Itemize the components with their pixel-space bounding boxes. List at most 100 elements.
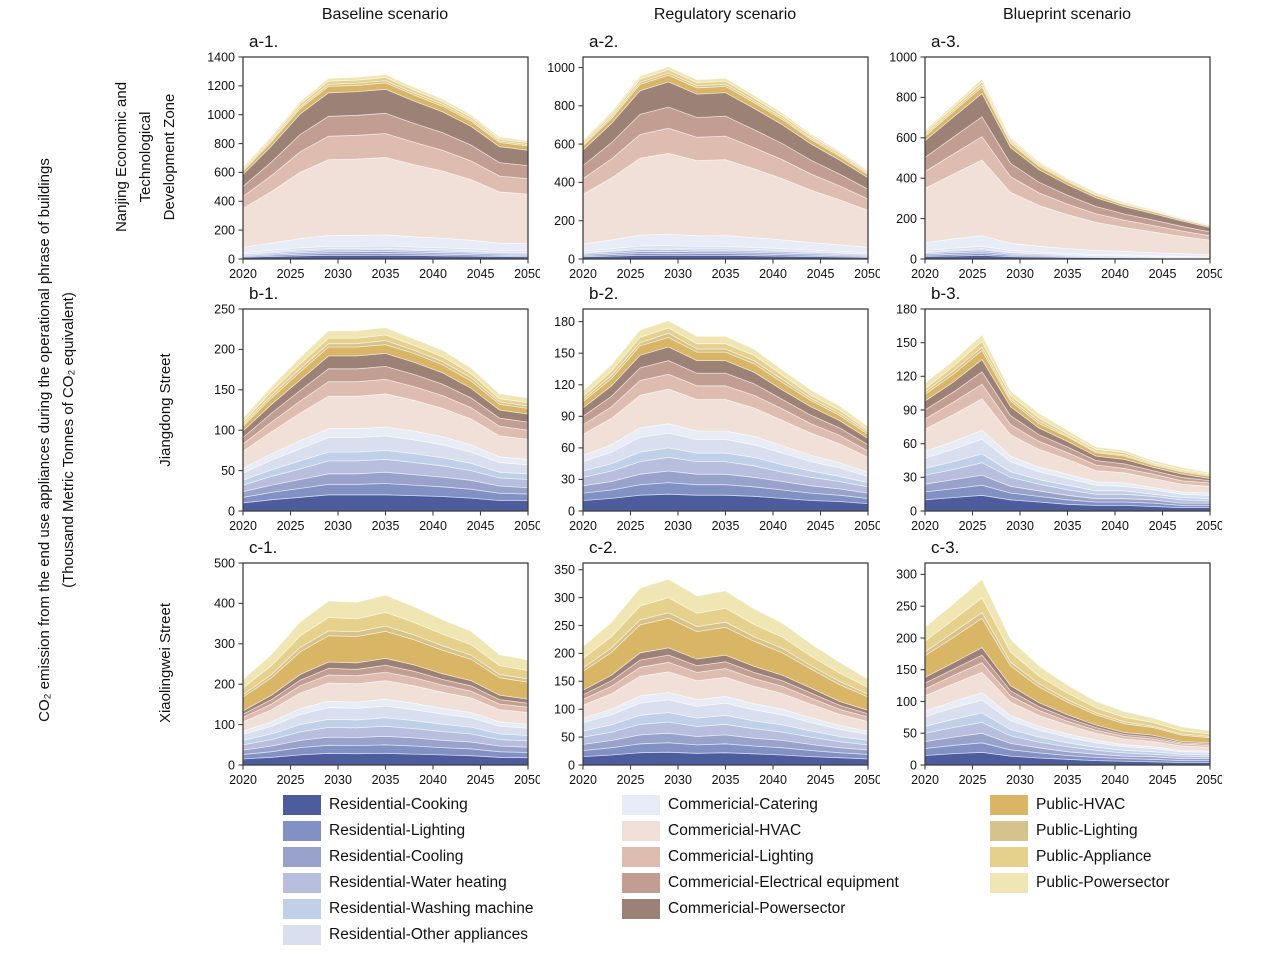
svg-text:2045: 2045	[1149, 519, 1177, 533]
svg-text:350: 350	[554, 563, 575, 577]
chart-cell-c-2: c-2. 0 50 100 150 200 250 300 350 2020 2025 2030 20…	[525, 529, 880, 793]
svg-text:0: 0	[228, 504, 235, 518]
svg-text:2035: 2035	[1054, 267, 1082, 281]
chart-cell-a-2: a-2. 0 200 400 600 800 1000 2020 2025 2030 2035 20…	[525, 23, 880, 287]
svg-text:2030: 2030	[324, 267, 352, 281]
svg-text:2040: 2040	[1101, 519, 1129, 533]
svg-text:2045: 2045	[467, 267, 495, 281]
svg-text:400: 400	[896, 172, 917, 186]
legend-item: Residential-Water heating	[283, 870, 533, 896]
svg-text:300: 300	[214, 637, 235, 651]
svg-text:2020: 2020	[911, 773, 939, 787]
legend-item: Residential-Washing machine	[283, 896, 533, 922]
legend-group-commercial: Commericial-Catering Commericial-HVAC Co…	[622, 792, 899, 922]
svg-text:2025: 2025	[277, 267, 305, 281]
legend-label: Commericial-HVAC	[668, 822, 802, 839]
svg-text:1000: 1000	[207, 108, 235, 122]
svg-text:300: 300	[554, 591, 575, 605]
legend-label: Commericial-Lighting	[668, 848, 814, 865]
panel-label-a-1: a-1.	[249, 32, 279, 51]
svg-text:2020: 2020	[229, 773, 257, 787]
chart-canvas-b-2: 0 30 60 90 120 150 180 2020 2025 2030 2035 2040 2045…	[554, 308, 880, 533]
chart-cell-b-1: b-1. 0 50 100 150 200 250 2020 2025 2030 2035 2040…	[185, 275, 540, 539]
svg-text:0: 0	[228, 252, 235, 266]
svg-text:2040: 2040	[419, 267, 447, 281]
svg-text:200: 200	[896, 631, 917, 645]
panel-label-c-2: c-2.	[589, 538, 618, 557]
svg-text:2035: 2035	[712, 267, 740, 281]
svg-text:2045: 2045	[807, 267, 835, 281]
chart-canvas-b-3: 0 30 60 90 120 150 180 2020 2025 2030 2035 2040 2045…	[896, 302, 1222, 533]
svg-text:2045: 2045	[1149, 267, 1177, 281]
svg-text:0: 0	[568, 758, 575, 772]
svg-text:2035: 2035	[372, 267, 400, 281]
svg-text:2030: 2030	[664, 519, 692, 533]
svg-text:30: 30	[903, 471, 917, 485]
chart-canvas-b-1: 0 50 100 150 200 250 2020 2025 2030 2035 2040 2045 2…	[214, 302, 540, 533]
svg-text:90: 90	[561, 410, 575, 424]
legend-swatch-public-powersector	[990, 873, 1028, 893]
panel-label-b-2: b-2.	[589, 284, 619, 303]
svg-text:60: 60	[561, 441, 575, 455]
legend-item: Commericial-Powersector	[622, 896, 899, 922]
legend-label: Public-Lighting	[1036, 822, 1138, 839]
legend-label: Residential-Lighting	[329, 822, 466, 839]
svg-text:2025: 2025	[617, 519, 645, 533]
svg-text:0: 0	[910, 504, 917, 518]
svg-text:2035: 2035	[1054, 519, 1082, 533]
chart-cell-c-3: c-3. 0 50 100 150 200 250 300 2020 2025 2030 2035 2…	[867, 529, 1222, 793]
svg-text:200: 200	[896, 212, 917, 226]
svg-text:800: 800	[896, 91, 917, 105]
svg-text:2050: 2050	[854, 773, 880, 787]
svg-text:2035: 2035	[712, 519, 740, 533]
svg-text:150: 150	[214, 383, 235, 397]
svg-text:2040: 2040	[759, 519, 787, 533]
svg-text:2035: 2035	[372, 773, 400, 787]
svg-text:2030: 2030	[324, 773, 352, 787]
svg-text:2030: 2030	[1006, 267, 1034, 281]
svg-text:500: 500	[214, 556, 235, 570]
chart-canvas-a-2: 0 200 400 600 800 1000 2020 2025 2030 2035 2040 204…	[547, 56, 880, 281]
svg-text:0: 0	[910, 758, 917, 772]
svg-text:180: 180	[896, 302, 917, 316]
svg-text:200: 200	[214, 223, 235, 237]
chart-canvas-a-1: 0 200 400 600 800 1000 1200 1400 2020 2025 2030 203…	[207, 50, 540, 281]
legend-label: Residential-Other appliances	[329, 926, 529, 943]
svg-text:0: 0	[228, 758, 235, 772]
svg-text:60: 60	[903, 437, 917, 451]
svg-text:250: 250	[896, 600, 917, 614]
legend-swatch-residential-water-heating	[283, 873, 321, 893]
svg-text:2025: 2025	[959, 773, 987, 787]
svg-text:2040: 2040	[419, 519, 447, 533]
svg-text:50: 50	[561, 730, 575, 744]
svg-text:2040: 2040	[1101, 267, 1129, 281]
panel-label-b-3: b-3.	[931, 284, 961, 303]
svg-text:2030: 2030	[664, 773, 692, 787]
svg-text:2020: 2020	[569, 773, 597, 787]
svg-text:800: 800	[554, 99, 575, 113]
svg-text:1200: 1200	[207, 79, 235, 93]
svg-text:200: 200	[554, 647, 575, 661]
svg-text:2025: 2025	[277, 773, 305, 787]
svg-text:2050: 2050	[854, 267, 880, 281]
svg-text:2030: 2030	[664, 267, 692, 281]
legend-swatch-residential-cooling	[283, 847, 321, 867]
legend-swatch-residential-lighting	[283, 821, 321, 841]
svg-text:200: 200	[214, 343, 235, 357]
legend-label: Residential-Cooking	[329, 796, 468, 813]
svg-text:0: 0	[568, 252, 575, 266]
svg-text:300: 300	[896, 568, 917, 582]
svg-text:200: 200	[554, 214, 575, 228]
legend-item: Commericial-Catering	[622, 792, 899, 818]
svg-text:250: 250	[554, 619, 575, 633]
svg-text:150: 150	[896, 336, 917, 350]
svg-text:100: 100	[896, 695, 917, 709]
svg-text:2050: 2050	[1196, 519, 1222, 533]
svg-text:2030: 2030	[1006, 773, 1034, 787]
svg-text:400: 400	[554, 176, 575, 190]
legend-label: Commericial-Powersector	[668, 900, 846, 917]
svg-text:0: 0	[568, 504, 575, 518]
chart-cell-c-1: c-1. 0 100 200 300 400 500 2020 2025 2030 2035 204…	[185, 529, 540, 793]
legend-label: Commericial-Catering	[668, 796, 818, 813]
svg-text:50: 50	[221, 464, 235, 478]
